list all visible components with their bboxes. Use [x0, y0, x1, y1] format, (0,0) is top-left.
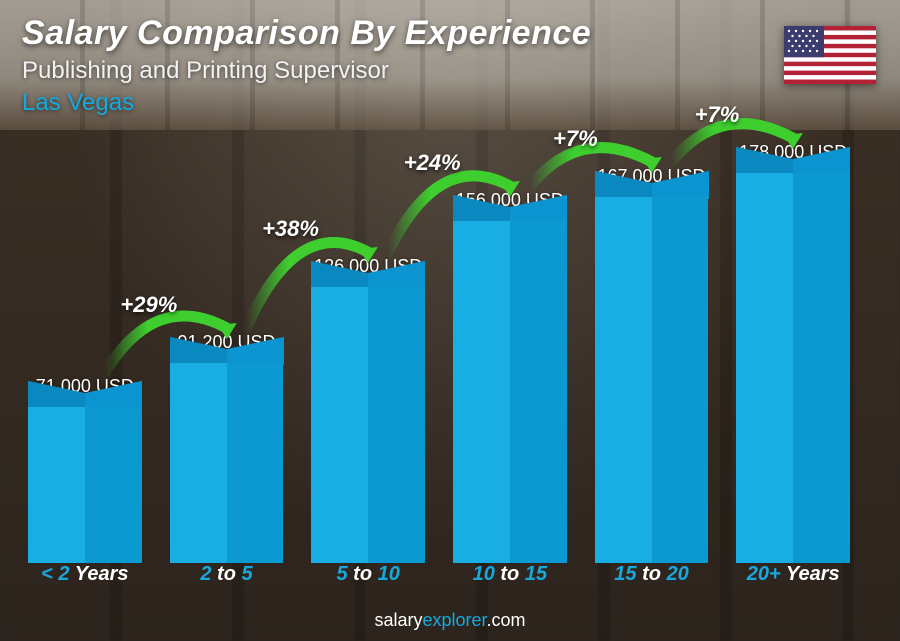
bar-left-face: [28, 407, 85, 563]
brand-suffix: explorer: [422, 610, 486, 630]
growth-label: +38%: [262, 216, 319, 242]
growth-arrow-4: +7%: [500, 120, 662, 206]
bar-right-face: [652, 197, 709, 563]
x-label-4: 15 to 20: [595, 563, 709, 591]
growth-arrow-2: +38%: [217, 210, 379, 348]
bar-body: [595, 197, 709, 563]
brand-prefix: salary: [374, 610, 422, 630]
page-title: Salary Comparison By Experience: [22, 14, 878, 53]
x-axis: < 2 Years 2 to 5 5 to 10 10 to 15 15 to 20 20…: [28, 563, 850, 591]
footer: salaryexplorer.com: [0, 610, 900, 631]
growth-label: +7%: [695, 102, 740, 128]
x-label-2: 5 to 10: [311, 563, 425, 591]
bar-left-face: [595, 197, 652, 563]
growth-arrow-1: +29%: [75, 286, 237, 392]
bar-4: 167,000 USD: [595, 166, 709, 563]
bar-right-face: [227, 363, 284, 563]
bar-body: [736, 173, 850, 563]
bar-0: 71,000 USD: [28, 376, 142, 563]
bar-right-face: [85, 407, 142, 563]
bar-body: [28, 407, 142, 563]
x-label-0: < 2 Years: [28, 563, 142, 591]
job-title: Publishing and Printing Supervisor: [22, 57, 878, 85]
x-label-5: 20+ Years: [736, 563, 850, 591]
bar-left-face: [736, 173, 793, 563]
x-label-1: 2 to 5: [170, 563, 284, 591]
bar-left-face: [170, 363, 227, 563]
growth-arrow-5: +7%: [642, 96, 804, 182]
growth-label: +24%: [404, 150, 461, 176]
bar-right-face: [510, 221, 567, 563]
x-label-3: 10 to 15: [453, 563, 567, 591]
bar-right-face: [793, 173, 850, 563]
brand-domain: .com: [487, 610, 526, 630]
bar-body: [453, 221, 567, 563]
growth-label: +29%: [120, 292, 177, 318]
bar-body: [170, 363, 284, 563]
growth-label: +7%: [553, 126, 598, 152]
bar-chart: 71,000 USD91,200 USD126,000 USD156,000 U…: [28, 140, 850, 591]
growth-arrow-3: +24%: [358, 144, 520, 272]
bar-left-face: [453, 221, 510, 563]
flag-icon: [784, 26, 876, 84]
bar-5: 178,000 USD: [736, 142, 850, 563]
